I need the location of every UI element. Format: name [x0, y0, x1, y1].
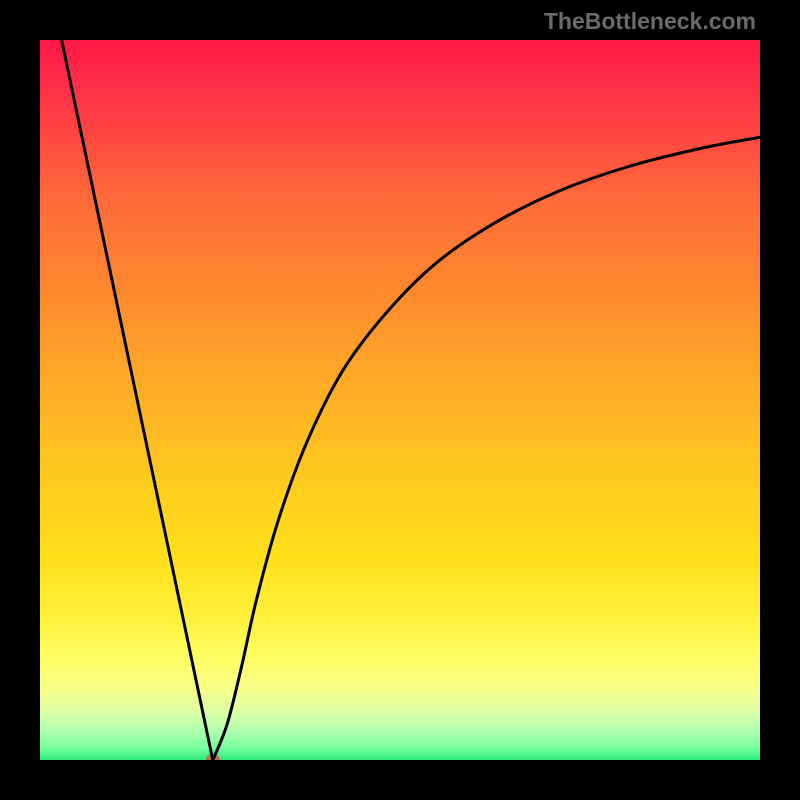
curve-layer	[40, 40, 760, 760]
plot-area	[40, 40, 760, 760]
watermark-text: TheBottleneck.com	[544, 8, 756, 35]
chart-frame: TheBottleneck.com	[0, 0, 800, 800]
bottleneck-curve	[62, 40, 760, 760]
